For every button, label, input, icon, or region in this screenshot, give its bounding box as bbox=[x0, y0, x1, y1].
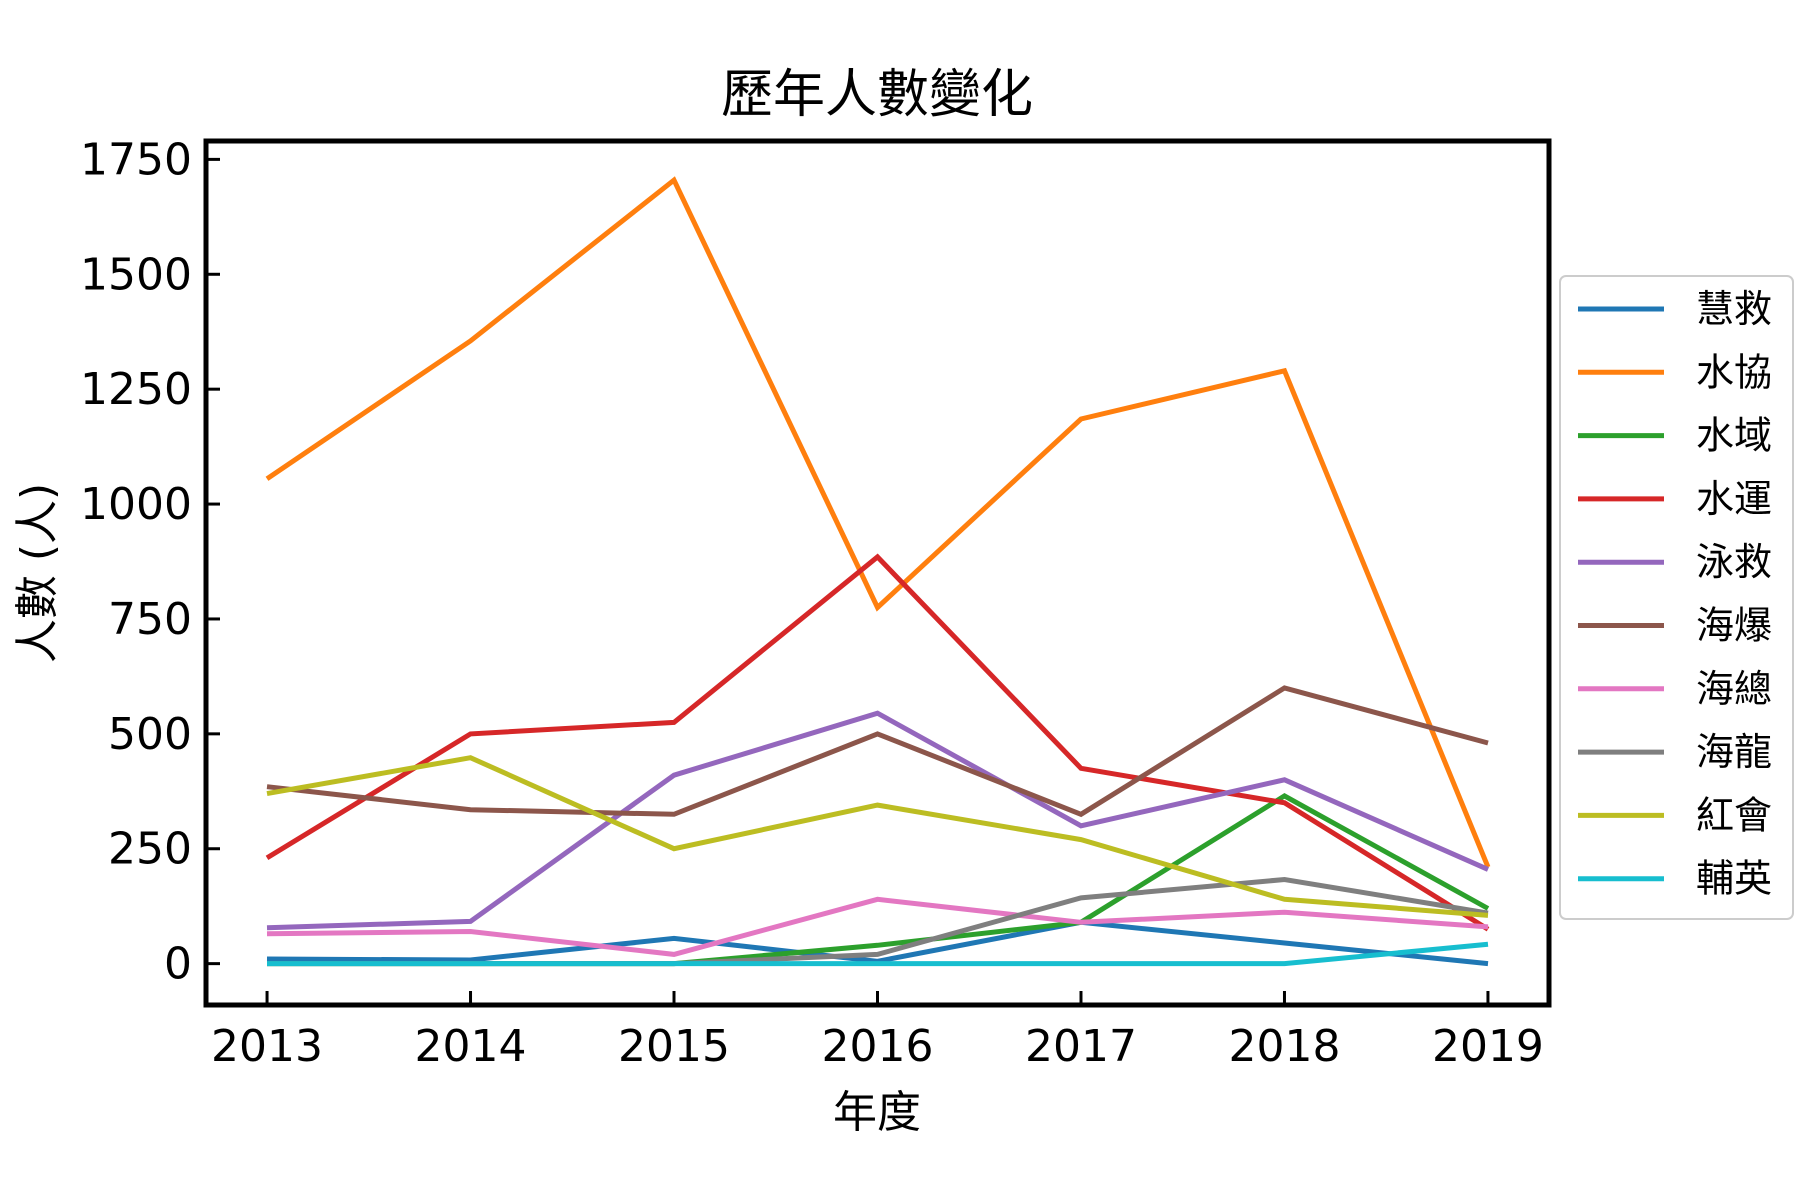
y-tick-label: 1000 bbox=[80, 479, 192, 530]
y-tick-label: 1750 bbox=[80, 134, 192, 185]
series-line-1 bbox=[265, 176, 1491, 869]
y-tick-label: 250 bbox=[108, 824, 192, 875]
legend-label-2: 水域 bbox=[1696, 414, 1772, 458]
y-tick-label: 750 bbox=[108, 594, 192, 645]
x-tick-label: 2018 bbox=[1228, 1021, 1340, 1072]
legend-label-5: 海爆 bbox=[1696, 604, 1772, 648]
legend-label-8: 紅會 bbox=[1696, 793, 1772, 837]
x-tick-label: 2013 bbox=[211, 1021, 323, 1072]
plot-frame bbox=[203, 138, 1552, 1008]
legend-label-9: 輔英 bbox=[1696, 857, 1772, 901]
legend-label-0: 慧救 bbox=[1696, 287, 1772, 331]
y-tick-label: 500 bbox=[108, 709, 192, 760]
y-axis-label: 人數 (人) bbox=[12, 483, 63, 663]
x-tick-label: 2019 bbox=[1432, 1021, 1544, 1072]
x-tick-label: 2014 bbox=[415, 1021, 527, 1072]
chart-title: 歷年人數變化 bbox=[721, 65, 1033, 125]
series-line-5 bbox=[266, 685, 1489, 818]
legend-label-3: 水運 bbox=[1696, 477, 1772, 521]
legend-label-7: 海龍 bbox=[1696, 730, 1772, 774]
series-line-2 bbox=[267, 793, 1490, 967]
series-line-6 bbox=[266, 896, 1489, 957]
legend-label-4: 泳救 bbox=[1696, 540, 1772, 584]
series-line-4 bbox=[266, 710, 1490, 931]
legend-label-6: 海總 bbox=[1696, 667, 1772, 711]
series-layer bbox=[265, 176, 1491, 967]
legend-label-1: 水協 bbox=[1696, 350, 1772, 394]
series-line-3 bbox=[265, 553, 1490, 932]
y-tick-label: 1250 bbox=[80, 364, 192, 415]
x-tick-label: 2015 bbox=[618, 1021, 730, 1072]
series-line-9 bbox=[267, 941, 1489, 967]
y-tick-label: 1500 bbox=[80, 249, 192, 300]
x-axis-label: 年度 bbox=[833, 1087, 921, 1138]
x-tick-label: 2017 bbox=[1025, 1021, 1137, 1072]
y-tick-label: 0 bbox=[164, 939, 192, 990]
x-tick-label: 2016 bbox=[822, 1021, 934, 1072]
series-line-8 bbox=[266, 755, 1489, 918]
ticks-layer: 0 250 500 750 1000 1250 1500 1750 2013 2014 2015 20… bbox=[80, 134, 1544, 1072]
